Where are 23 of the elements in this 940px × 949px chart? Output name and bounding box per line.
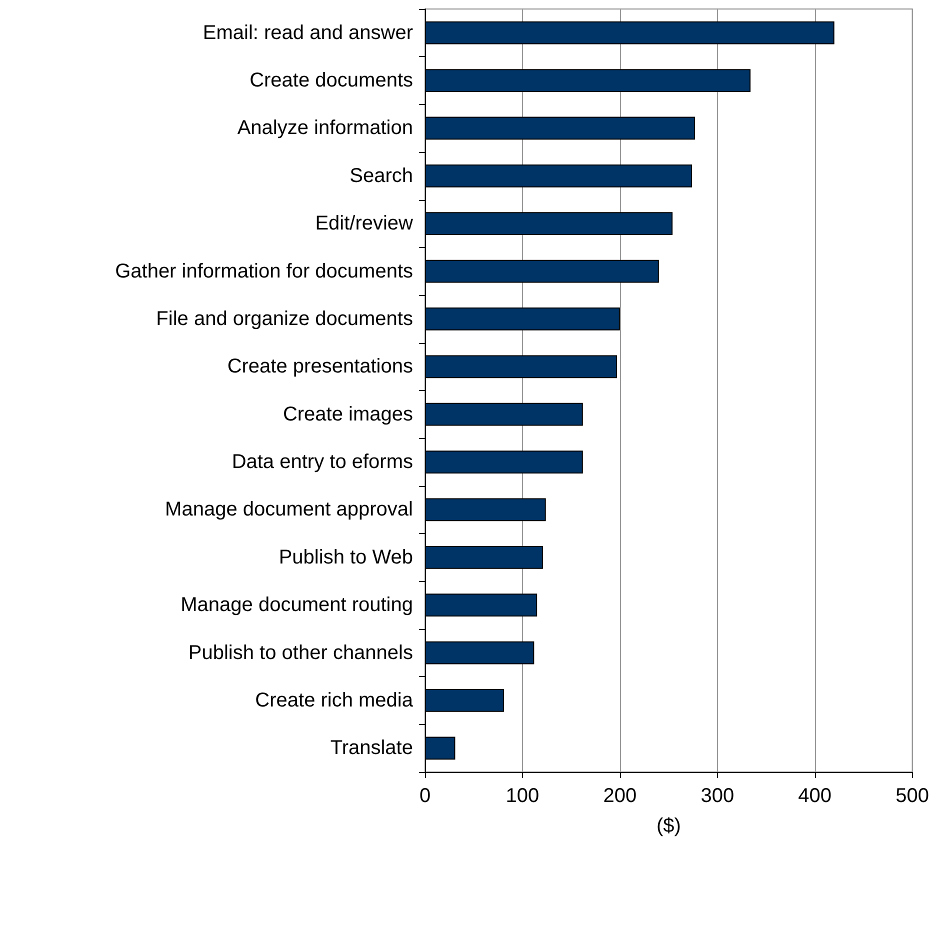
x-tick-label: 400: [798, 785, 832, 807]
y-tick-label: Translate: [330, 737, 413, 760]
y-tick-label: Create rich media: [255, 689, 414, 712]
y-tick-label: Analyze information: [237, 117, 413, 140]
x-tick-label: 0: [419, 785, 431, 807]
y-tick-label: Create presentations: [227, 356, 413, 378]
y-tick-label: Data entry to eforms: [232, 451, 413, 474]
x-axis-title: ($): [656, 815, 681, 837]
y-tick-label: Manage document approval: [165, 498, 413, 521]
y-tick-label: Manage document routing: [180, 594, 413, 616]
x-tick-label: 200: [603, 785, 637, 807]
x-tick-label: 500: [896, 785, 930, 807]
y-tick-label: Edit/review: [315, 212, 414, 235]
x-tick-label: 300: [700, 785, 734, 807]
y-tick-label: File and organize documents: [156, 308, 413, 330]
y-tick-label: Gather information for documents: [115, 260, 413, 282]
y-tick-label: Create images: [282, 403, 413, 426]
y-tick-label: Search: [350, 164, 413, 187]
y-tick-label: Email: read and answer: [202, 22, 414, 44]
y-tick-label: Create documents: [250, 70, 413, 92]
y-tick-label: Publish to other channels: [188, 642, 413, 664]
x-tick-label: 100: [506, 785, 540, 807]
y-tick-label: Publish to Web: [278, 546, 413, 568]
